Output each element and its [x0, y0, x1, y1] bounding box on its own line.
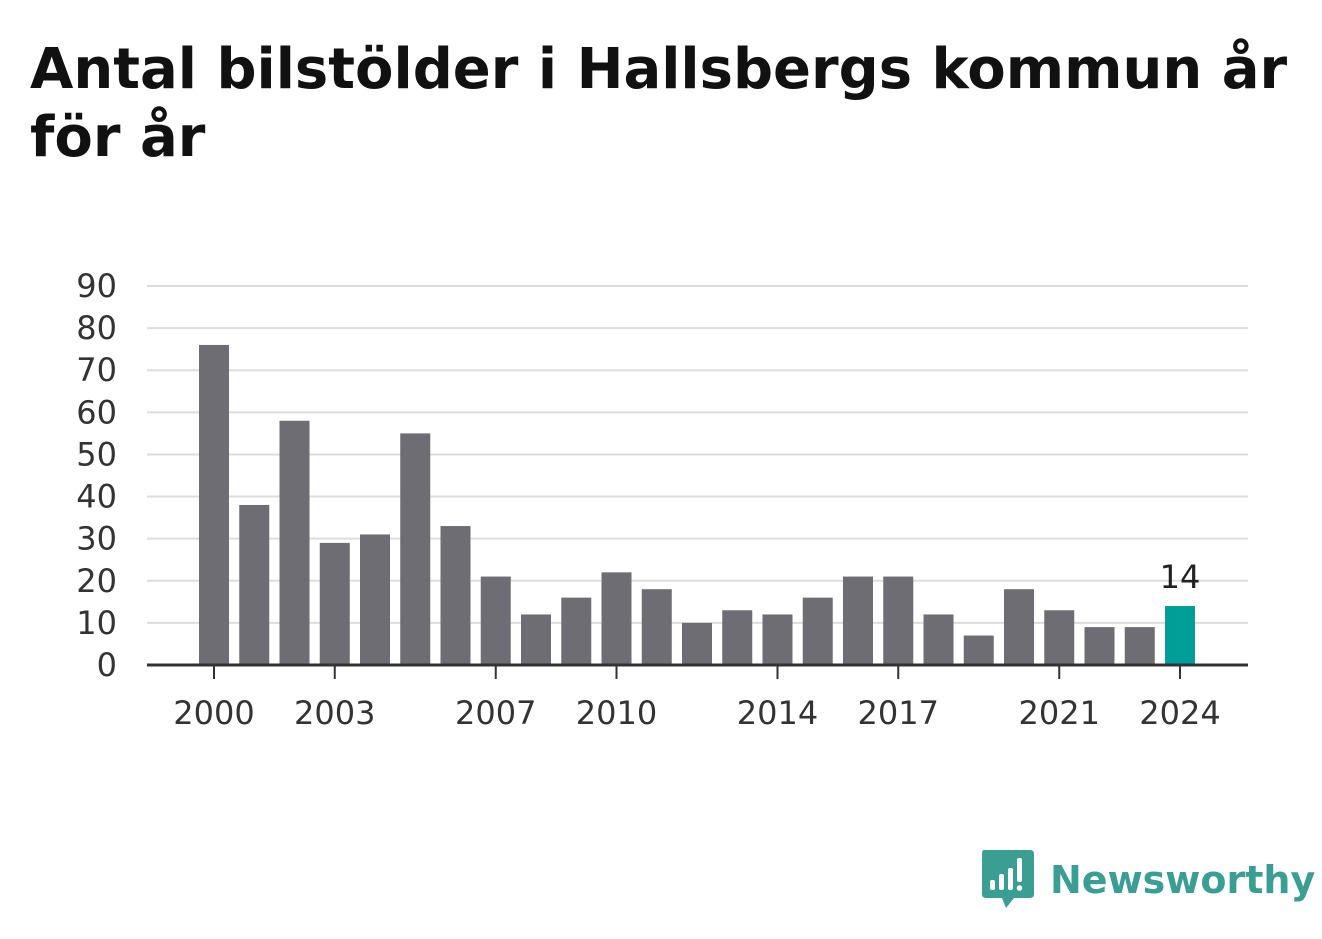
bar-2012 — [682, 622, 712, 665]
x-tick-label: 2010 — [576, 694, 657, 732]
x-tick-label: 2007 — [455, 694, 536, 732]
labels: 0 10 20 30 40 50 60 70 80 90 2000 2003 2007 2010 2014 2… — [76, 267, 1220, 732]
bar-2009 — [561, 597, 592, 665]
bar-2007 — [480, 576, 511, 665]
bar-2019 — [963, 635, 994, 665]
y-tick-label: 40 — [76, 478, 117, 516]
gridlines — [147, 285, 1248, 624]
y-tick-label: 70 — [76, 351, 117, 389]
bar-2016 — [843, 576, 873, 665]
y-tick-label: 80 — [76, 309, 117, 347]
y-tick-label: 30 — [76, 520, 117, 558]
x-tick-label: 2024 — [1139, 694, 1220, 732]
x-tick-label: 2021 — [1019, 694, 1100, 732]
bar-2003 — [319, 542, 350, 665]
y-tick-label: 90 — [76, 267, 117, 305]
x-tick-label: 2017 — [858, 694, 939, 732]
axes — [147, 663, 1248, 679]
bar-2004 — [360, 534, 390, 665]
y-tick-label: 60 — [76, 393, 117, 431]
data-label: 14 — [1160, 558, 1201, 596]
x-tick-label: 2003 — [294, 694, 375, 732]
brand-name: Newsworthy — [1050, 858, 1316, 902]
y-tick-label: 20 — [76, 562, 117, 600]
bar-2015 — [802, 597, 833, 665]
bar-2011 — [641, 589, 672, 665]
bar-2020 — [1004, 589, 1034, 665]
bar-2017 — [883, 576, 914, 665]
bar-2024 — [1165, 606, 1195, 665]
bar-2001 — [239, 504, 270, 665]
y-tick-label: 10 — [76, 604, 117, 642]
bar-2023 — [1124, 627, 1155, 665]
x-tick-label: 2000 — [173, 694, 254, 732]
bar-2013 — [722, 610, 753, 665]
chart-title: Antal bilstölder i Hallsbergs kommun år … — [30, 37, 1288, 170]
bar-chart-speech-bubble-icon — [982, 850, 1034, 908]
bar-2002 — [279, 420, 310, 665]
bar-2022 — [1084, 627, 1115, 665]
brand-logo: Newsworthy — [980, 848, 1315, 912]
bar-2018 — [923, 614, 954, 665]
bar-2006 — [440, 526, 471, 665]
bar-2008 — [521, 614, 551, 665]
bar-2014 — [762, 614, 793, 665]
bar-2000 — [199, 344, 229, 665]
bar-2005 — [400, 433, 431, 665]
bars — [199, 344, 1195, 665]
x-tick-label: 2014 — [737, 694, 818, 732]
y-tick-label: 50 — [76, 435, 117, 473]
bar-2010 — [601, 572, 632, 665]
bar-2021 — [1044, 610, 1075, 665]
y-tick-label: 0 — [97, 646, 117, 684]
